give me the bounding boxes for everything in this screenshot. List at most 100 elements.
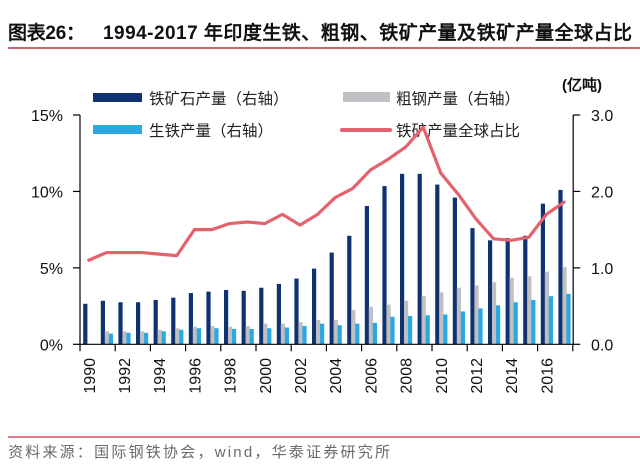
crude-steel-bar-2001 bbox=[280, 323, 285, 345]
global-share-point-2011 bbox=[457, 193, 460, 196]
series-iron-ore bbox=[83, 173, 563, 345]
iron-ore-bar-2015 bbox=[523, 235, 528, 345]
pig-iron-bar-2016 bbox=[548, 296, 553, 345]
iron-ore-bar-2006 bbox=[364, 205, 369, 345]
global-share-point-1991 bbox=[105, 251, 108, 254]
chart-title: 1994-2017 年印度生铁、粗钢、铁矿产量及铁矿产量全球占比 bbox=[103, 21, 632, 44]
iron-ore-bar-1998 bbox=[224, 290, 229, 345]
pig-iron-bar-2009 bbox=[425, 315, 430, 345]
iron-ore-bar-1994 bbox=[153, 299, 158, 345]
crude-steel-bar-2009 bbox=[421, 296, 426, 345]
right-axis-tick-label: 1.0 bbox=[591, 261, 613, 278]
global-share-point-1997 bbox=[210, 228, 214, 232]
iron-ore-bar-2010 bbox=[435, 184, 440, 345]
pig-iron-bar-2012 bbox=[478, 308, 483, 345]
bar-series-group bbox=[83, 173, 571, 345]
global-share-point-2001 bbox=[281, 212, 284, 216]
right-axis-unit-label: (亿吨) bbox=[562, 76, 602, 94]
global-share-point-1990 bbox=[87, 258, 91, 262]
crude-steel-bar-1994 bbox=[157, 329, 162, 345]
iron-ore-bar-2009 bbox=[417, 173, 422, 345]
legend-swatch-iron-ore bbox=[93, 93, 142, 102]
x-axis-tick-label: 2012 bbox=[469, 358, 486, 394]
crude-steel-bar-2003 bbox=[316, 319, 321, 345]
x-axis-tick-label: 1990 bbox=[82, 358, 99, 394]
crude-steel-bar-2011 bbox=[456, 287, 461, 345]
pig-iron-bar-1993 bbox=[144, 332, 149, 345]
global-share-point-1999 bbox=[245, 220, 249, 224]
pig-iron-bar-1997 bbox=[214, 328, 219, 345]
global-share-point-1998 bbox=[228, 222, 232, 225]
series-global-share bbox=[87, 125, 566, 262]
x-axis-tick-label: 2006 bbox=[363, 358, 380, 394]
iron-ore-bar-1995 bbox=[171, 297, 176, 345]
pig-iron-bar-1996 bbox=[196, 328, 201, 345]
iron-ore-bar-1991 bbox=[100, 300, 105, 345]
x-axis-tick-label: 1998 bbox=[223, 358, 240, 394]
iron-ore-bar-2003 bbox=[312, 268, 317, 345]
crude-steel-bar-2017 bbox=[562, 267, 567, 345]
left-axis-tick-label: 5% bbox=[40, 261, 63, 278]
iron-ore-bar-2016 bbox=[540, 203, 545, 345]
crude-steel-bar-2015 bbox=[527, 276, 532, 345]
axes-group: 0% 5% 10% 15% 0.0 1.0 2.0 3.0 1990 1992 1994 1996 19… bbox=[31, 108, 613, 394]
iron-ore-bar-2017 bbox=[558, 189, 563, 345]
legend-item-crude-steel: 粗钢产量（右轴） bbox=[343, 90, 520, 108]
global-share-point-2005 bbox=[351, 186, 355, 190]
iron-ore-bar-1990 bbox=[83, 303, 88, 345]
iron-ore-bar-2014 bbox=[505, 238, 510, 345]
legend-label-pig-iron: 生铁产量（右轴） bbox=[149, 122, 273, 140]
global-share-point-1992 bbox=[122, 251, 126, 254]
crude-steel-bar-2008 bbox=[404, 300, 409, 345]
iron-ore-bar-2000 bbox=[259, 287, 264, 345]
figure-label: 图表26： bbox=[8, 21, 85, 44]
right-axis-tick-label: 2.0 bbox=[591, 184, 613, 201]
legend-label-iron-ore: 铁矿石产量（右轴） bbox=[149, 90, 289, 108]
crude-steel-bar-1995 bbox=[175, 328, 180, 345]
crude-steel-bar-1998 bbox=[228, 326, 233, 345]
x-axis-tick-label: 1996 bbox=[187, 358, 204, 394]
crude-steel-bar-2013 bbox=[492, 282, 497, 345]
right-axis-tick-label: 0.0 bbox=[591, 337, 613, 354]
pig-iron-bar-2010 bbox=[443, 314, 448, 345]
pig-iron-bar-2004 bbox=[337, 325, 342, 345]
pig-iron-bar-1992 bbox=[126, 332, 131, 345]
iron-ore-bar-1999 bbox=[241, 290, 246, 345]
crude-steel-bar-1996 bbox=[192, 326, 197, 345]
crude-steel-bar-2010 bbox=[439, 292, 444, 345]
iron-ore-bar-2002 bbox=[294, 278, 299, 345]
pig-iron-bar-2001 bbox=[284, 327, 289, 345]
crude-steel-bar-1992 bbox=[122, 331, 127, 345]
pig-iron-bar-1998 bbox=[232, 329, 237, 345]
x-axis-tick-label: 2016 bbox=[539, 358, 556, 394]
iron-ore-bar-2004 bbox=[329, 252, 334, 345]
iron-ore-bar-1997 bbox=[206, 291, 211, 345]
global-share-point-2009 bbox=[421, 125, 425, 129]
crude-steel-bar-2007 bbox=[386, 304, 391, 345]
legend-item-iron-ore: 铁矿石产量（右轴） bbox=[93, 90, 289, 108]
pig-iron-bar-1995 bbox=[179, 329, 184, 345]
iron-ore-bar-2007 bbox=[382, 186, 387, 345]
global-share-point-2003 bbox=[316, 212, 319, 216]
global-share-point-2012 bbox=[474, 217, 478, 221]
crude-steel-bar-1993 bbox=[140, 331, 145, 345]
x-axis-tick-label: 2010 bbox=[434, 358, 451, 394]
crude-steel-bar-1999 bbox=[245, 325, 250, 345]
iron-ore-bar-1996 bbox=[188, 293, 193, 345]
pig-iron-bar-2003 bbox=[320, 323, 325, 345]
series-pig-iron bbox=[108, 293, 571, 345]
pig-iron-bar-1994 bbox=[161, 331, 166, 345]
legend-label-crude-steel: 粗钢产量（右轴） bbox=[396, 90, 520, 108]
global-share-point-2006 bbox=[369, 168, 372, 172]
x-axis-tick-label: 1992 bbox=[117, 358, 134, 394]
global-share-point-2004 bbox=[333, 196, 337, 199]
x-axis-tick-label: 2004 bbox=[328, 358, 345, 394]
global-share-point-2013 bbox=[492, 237, 495, 241]
source-note: 资料来源：国际钢铁协会，wind，华泰证券研究所 bbox=[8, 444, 390, 461]
legend-item-pig-iron: 生铁产量（右轴） bbox=[93, 122, 273, 140]
x-axis-tick-label: 1994 bbox=[152, 358, 169, 394]
iron-ore-bar-2008 bbox=[400, 173, 405, 345]
global-share-point-2014 bbox=[509, 238, 513, 242]
crude-steel-bar-2012 bbox=[474, 285, 479, 345]
